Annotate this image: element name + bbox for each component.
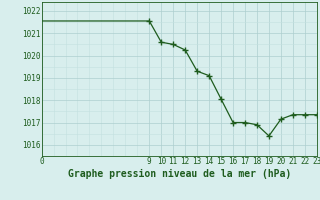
- X-axis label: Graphe pression niveau de la mer (hPa): Graphe pression niveau de la mer (hPa): [68, 169, 291, 179]
